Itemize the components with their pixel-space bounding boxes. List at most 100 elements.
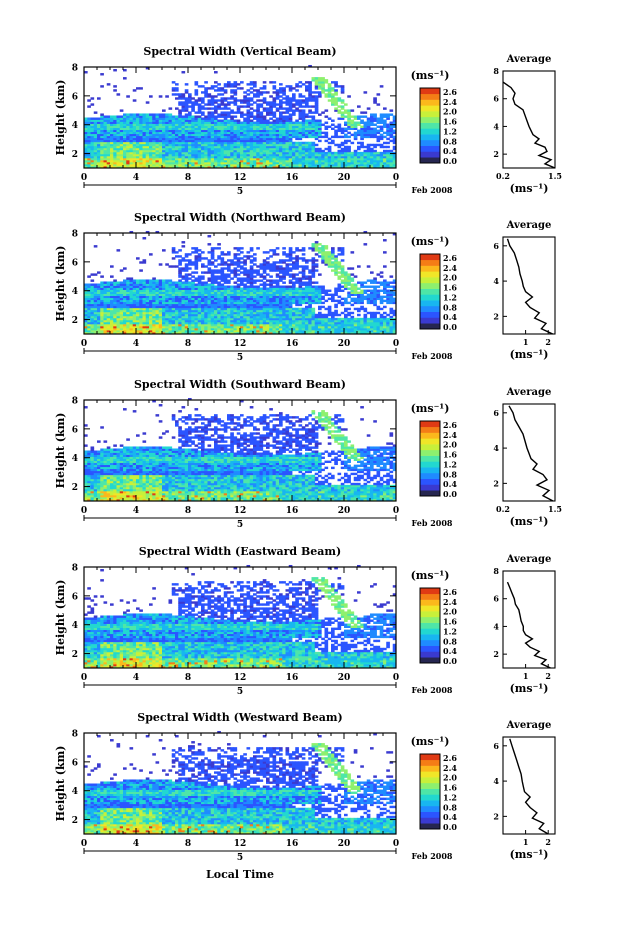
heatmap-cell bbox=[334, 97, 338, 100]
heatmap-cell bbox=[191, 105, 195, 108]
heatmap-cell bbox=[236, 313, 241, 317]
heatmap-cell bbox=[197, 121, 202, 124]
heatmap-cell bbox=[318, 113, 322, 116]
heatmap-cell bbox=[272, 131, 277, 135]
heatmap-cell bbox=[301, 101, 306, 104]
heatmap-cell bbox=[240, 261, 244, 264]
heatmap-cell bbox=[266, 103, 270, 106]
heatmap-cell bbox=[181, 141, 186, 145]
heatmap-cell bbox=[366, 143, 371, 147]
heatmap-cell bbox=[181, 71, 186, 74]
heatmap-cell bbox=[314, 131, 319, 135]
heatmap-cell bbox=[288, 103, 293, 106]
heatmap-cell bbox=[318, 139, 322, 143]
heatmap-cell bbox=[162, 119, 166, 122]
heatmap-cell bbox=[230, 295, 234, 299]
heatmap-cell bbox=[272, 153, 277, 157]
heatmap-cell bbox=[123, 129, 127, 133]
heatmap-cell bbox=[204, 311, 208, 315]
heatmap-cell bbox=[175, 145, 179, 149]
heatmap-cell bbox=[275, 95, 280, 98]
heatmap-cell bbox=[314, 105, 319, 108]
heatmap-cell bbox=[90, 103, 95, 106]
heatmap-cell bbox=[142, 331, 147, 335]
heatmap-cell bbox=[188, 139, 192, 143]
heatmap-cell bbox=[279, 83, 283, 86]
heatmap-cell bbox=[165, 137, 169, 141]
heatmap-cell bbox=[353, 159, 358, 163]
heatmap-cell bbox=[93, 137, 98, 141]
heatmap-cell bbox=[227, 119, 231, 122]
heatmap-cell bbox=[292, 251, 296, 254]
heatmap-cell bbox=[214, 101, 218, 104]
heatmap-cell bbox=[334, 165, 338, 169]
heatmap-cell bbox=[389, 131, 394, 135]
heatmap-cell bbox=[145, 281, 150, 284]
heatmap-cell bbox=[236, 137, 241, 141]
heatmap-cell bbox=[136, 289, 140, 292]
heatmap-cell bbox=[233, 291, 238, 294]
heatmap-cell bbox=[191, 153, 195, 157]
heatmap-cell bbox=[106, 281, 111, 284]
heatmap-cell bbox=[383, 113, 387, 116]
heatmap-cell bbox=[249, 125, 254, 128]
heatmap-cell bbox=[97, 285, 101, 288]
heatmap-cell bbox=[223, 309, 228, 313]
heatmap-cell bbox=[223, 99, 228, 102]
heatmap-cell bbox=[298, 123, 303, 126]
heatmap-cell bbox=[246, 105, 251, 108]
heatmap-cell bbox=[181, 285, 186, 288]
heatmap-cell bbox=[275, 159, 280, 163]
heatmap-cell bbox=[178, 327, 182, 331]
heatmap-cell bbox=[162, 115, 166, 118]
heatmap-cell bbox=[191, 115, 195, 118]
heatmap-cell bbox=[106, 315, 111, 319]
heatmap-cell bbox=[155, 125, 160, 128]
heatmap-cell bbox=[87, 313, 91, 317]
heatmap-cell bbox=[204, 135, 208, 139]
heatmap-cell bbox=[149, 319, 153, 323]
heatmap-cell bbox=[168, 123, 173, 126]
heatmap-cell bbox=[84, 299, 88, 303]
heatmap-cell bbox=[311, 111, 316, 114]
heatmap-cell bbox=[126, 113, 130, 116]
heatmap-cell bbox=[327, 137, 332, 141]
heatmap-cell bbox=[136, 257, 140, 260]
heatmap-cell bbox=[90, 141, 95, 145]
heatmap-cell bbox=[246, 123, 251, 126]
heatmap-cell bbox=[126, 305, 130, 309]
heatmap-cell bbox=[318, 135, 322, 139]
heatmap-cell bbox=[233, 135, 238, 139]
heatmap-cell bbox=[175, 291, 179, 294]
heatmap-cell bbox=[197, 249, 202, 252]
heatmap-cell bbox=[210, 303, 215, 307]
heatmap-cell bbox=[126, 279, 130, 282]
heatmap-cell bbox=[158, 291, 163, 294]
heatmap-cell bbox=[178, 135, 182, 139]
heatmap-cell bbox=[240, 311, 244, 315]
heatmap-cell bbox=[142, 139, 147, 143]
heatmap-cell bbox=[389, 135, 394, 139]
heatmap-cell bbox=[100, 293, 104, 297]
heatmap-cell bbox=[191, 281, 195, 284]
heatmap-cell bbox=[103, 289, 108, 292]
heatmap-cell bbox=[295, 119, 299, 122]
heatmap-cell bbox=[373, 133, 377, 137]
heatmap-cell bbox=[139, 147, 143, 151]
heatmap-cell bbox=[295, 141, 299, 145]
heatmap-cell bbox=[295, 149, 299, 153]
heatmap-cell bbox=[230, 317, 234, 321]
heatmap-cell bbox=[272, 91, 277, 94]
heatmap-cell bbox=[207, 313, 212, 317]
heatmap-cell bbox=[243, 119, 247, 122]
heatmap-cell bbox=[204, 127, 208, 131]
heatmap-cell bbox=[168, 129, 173, 133]
heatmap-cell bbox=[129, 119, 134, 122]
heatmap-cell bbox=[188, 299, 192, 303]
heatmap-cell bbox=[298, 131, 303, 135]
heatmap-cell bbox=[220, 329, 225, 333]
heatmap-cell bbox=[123, 155, 127, 159]
heatmap-cell bbox=[178, 111, 182, 114]
heatmap-cell bbox=[158, 149, 163, 153]
heatmap-cell bbox=[347, 119, 351, 122]
